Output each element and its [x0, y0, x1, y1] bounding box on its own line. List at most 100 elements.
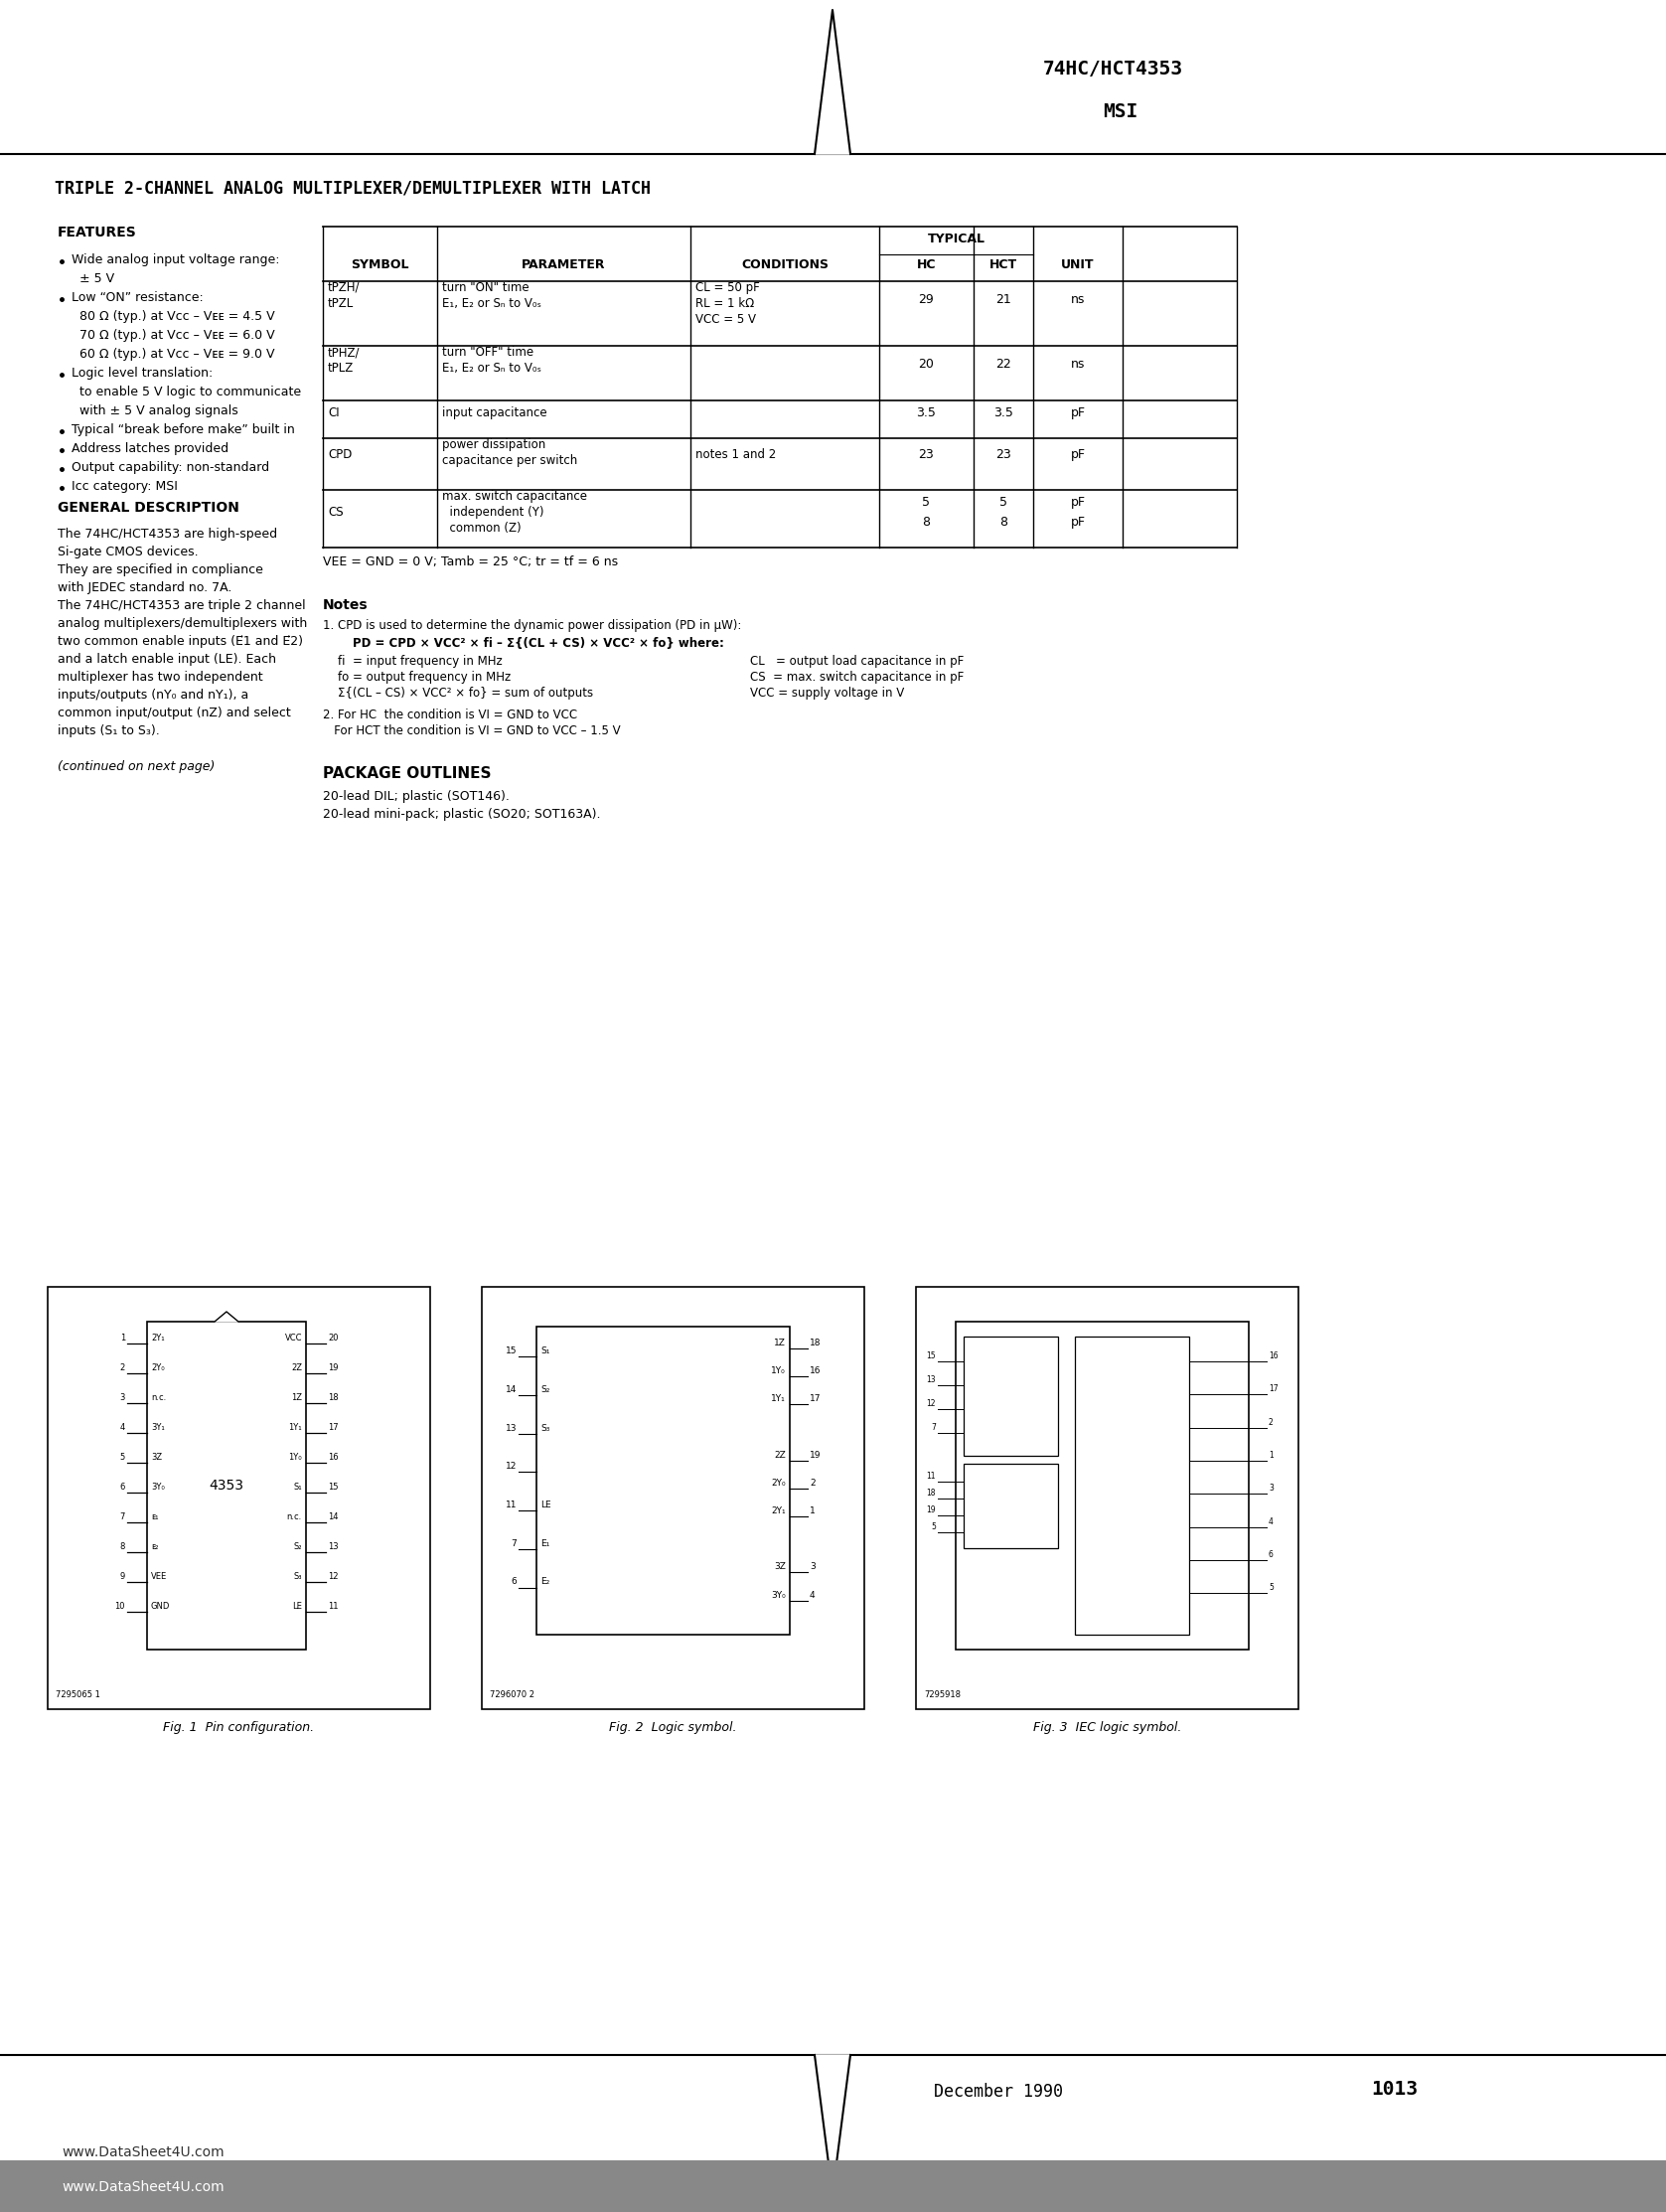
Text: 15: 15 [926, 1352, 936, 1360]
Text: 3: 3 [120, 1394, 125, 1402]
Text: 15: 15 [328, 1482, 338, 1491]
Text: with JEDEC standard no. 7A.: with JEDEC standard no. 7A. [58, 582, 232, 595]
Text: CL = 50 pF: CL = 50 pF [695, 281, 760, 294]
Text: 1Y₁: 1Y₁ [288, 1422, 302, 1431]
Text: common (Z): common (Z) [441, 522, 521, 535]
Text: 11: 11 [328, 1601, 338, 1610]
Text: www.DataSheet4U.com: www.DataSheet4U.com [62, 2181, 225, 2194]
Text: independent (Y): independent (Y) [441, 507, 543, 520]
Text: 8: 8 [1000, 515, 1008, 529]
Text: S₂: S₂ [540, 1385, 550, 1394]
Text: 3.5: 3.5 [993, 407, 1013, 420]
Text: 5: 5 [931, 1522, 936, 1531]
Text: 20-lead DIL; plastic (SOT146).: 20-lead DIL; plastic (SOT146). [323, 790, 510, 803]
Bar [1075, 1336, 1190, 1635]
Bar [916, 1287, 1298, 1710]
Text: 1. CPD is used to determine the dynamic power dissipation (PD in μW):: 1. CPD is used to determine the dynamic … [323, 619, 741, 633]
Text: n.c.: n.c. [287, 1513, 302, 1522]
Text: 2Y₀: 2Y₀ [152, 1363, 165, 1371]
Text: 1: 1 [1268, 1451, 1273, 1460]
Text: Σ{(CL – CS) × VCC² × fo} = sum of outputs: Σ{(CL – CS) × VCC² × fo} = sum of output… [338, 686, 593, 699]
Text: 1Y₀: 1Y₀ [288, 1453, 302, 1462]
Text: 19: 19 [926, 1506, 936, 1515]
Text: E₂: E₂ [540, 1577, 550, 1586]
Text: MUX: MUX [1121, 1340, 1143, 1352]
Text: VCC: VCC [285, 1334, 302, 1343]
Text: Logic level translation:: Logic level translation: [72, 367, 213, 380]
Text: They are specified in compliance: They are specified in compliance [58, 564, 263, 577]
Text: 8: 8 [923, 515, 930, 529]
Bar [963, 1336, 1058, 1455]
Text: The 74HC/HCT4353 are triple 2 channel: The 74HC/HCT4353 are triple 2 channel [58, 599, 305, 613]
Text: 11: 11 [926, 1471, 936, 1480]
Text: RL = 1 kΩ: RL = 1 kΩ [695, 296, 755, 310]
Text: 13: 13 [328, 1542, 338, 1551]
Text: 2Z: 2Z [292, 1363, 302, 1371]
Text: 1Y₁: 1Y₁ [771, 1394, 786, 1402]
Text: 2: 2 [810, 1478, 815, 1486]
Text: PACKAGE OUTLINES: PACKAGE OUTLINES [323, 765, 491, 781]
Text: VEE: VEE [152, 1573, 167, 1582]
Text: multiplexer has two independent: multiplexer has two independent [58, 670, 263, 684]
Text: 6: 6 [1268, 1551, 1273, 1559]
Text: 16: 16 [328, 1453, 338, 1462]
Text: Fig. 2  Logic symbol.: Fig. 2 Logic symbol. [610, 1721, 736, 1734]
Text: (continued on next page): (continued on next page) [58, 761, 215, 774]
Text: 2Y₁: 2Y₁ [771, 1506, 786, 1515]
Text: 1: 1 [810, 1506, 815, 1515]
Text: 20-lead mini-pack; plastic (SO20; SOT163A).: 20-lead mini-pack; plastic (SO20; SOT163… [323, 807, 600, 821]
Text: two common enable inputs (E⃗1 and E⃗2): two common enable inputs (E⃗1 and E⃗2) [58, 635, 303, 648]
Text: Si-gate CMOS devices.: Si-gate CMOS devices. [58, 546, 198, 557]
Text: HCT: HCT [990, 259, 1018, 272]
Text: E₁, E₂ or Sₙ to V₀ₛ: E₁, E₂ or Sₙ to V₀ₛ [441, 296, 541, 310]
Text: December 1990: December 1990 [935, 2084, 1063, 2101]
Text: CONDITIONS: CONDITIONS [741, 259, 828, 272]
Text: VEE = GND = 0 V; Tamb = 25 °C; tr = tf = 6 ns: VEE = GND = 0 V; Tamb = 25 °C; tr = tf =… [323, 555, 618, 568]
Text: Wide analog input voltage range:: Wide analog input voltage range: [72, 254, 280, 265]
Text: capacitance per switch: capacitance per switch [441, 453, 578, 467]
Text: Fig. 1  Pin configuration.: Fig. 1 Pin configuration. [163, 1721, 315, 1734]
Text: 74HC/HCT4353: 74HC/HCT4353 [1043, 60, 1183, 77]
Text: 20: 20 [918, 358, 935, 372]
Text: 18: 18 [926, 1489, 936, 1498]
Text: 16: 16 [1268, 1352, 1278, 1360]
Text: ns: ns [1071, 294, 1085, 305]
Text: ᴇ₂: ᴇ₂ [152, 1542, 158, 1551]
Text: S₁: S₁ [540, 1347, 550, 1356]
Text: fo = output frequency in MHz: fo = output frequency in MHz [338, 670, 511, 684]
Text: analog multiplexers/demultiplexers with: analog multiplexers/demultiplexers with [58, 617, 307, 630]
Text: 80 Ω (typ.) at Vᴄᴄ – Vᴇᴇ = 4.5 V: 80 Ω (typ.) at Vᴄᴄ – Vᴇᴇ = 4.5 V [72, 310, 275, 323]
Text: LE: LE [540, 1500, 551, 1509]
Text: 1Y₀: 1Y₀ [771, 1367, 786, 1376]
Text: 19: 19 [328, 1363, 338, 1371]
Text: 4: 4 [810, 1590, 815, 1599]
Text: 3Z: 3Z [775, 1562, 786, 1571]
Text: 4: 4 [120, 1422, 125, 1431]
Text: TYPICAL: TYPICAL [928, 232, 985, 246]
Text: 3: 3 [810, 1562, 815, 1571]
Text: tPZH/: tPZH/ [328, 281, 360, 294]
Text: PD = CPD × VCC² × fi – Σ{(CL + CS) × VCC² × fo} where:: PD = CPD × VCC² × fi – Σ{(CL + CS) × VCC… [353, 637, 725, 650]
Text: inputs (S₁ to S₃).: inputs (S₁ to S₃). [58, 723, 160, 737]
Text: tPHZ/: tPHZ/ [328, 345, 360, 358]
Text: tPZL: tPZL [328, 296, 353, 310]
Text: and a latch enable input (LE). Each: and a latch enable input (LE). Each [58, 653, 277, 666]
Text: CI: CI [328, 407, 340, 420]
Text: Iᴄᴄ category: MSI: Iᴄᴄ category: MSI [72, 480, 178, 493]
Text: 22: 22 [996, 358, 1011, 372]
Text: G1: G1 [1005, 1340, 1018, 1352]
Text: common input/output (nZ) and select: common input/output (nZ) and select [58, 706, 292, 719]
Text: ± 5 V: ± 5 V [72, 272, 115, 285]
Text: fi  = input frequency in MHz: fi = input frequency in MHz [338, 655, 503, 668]
Bar [48, 1287, 430, 1710]
Text: CPD: CPD [328, 449, 352, 460]
Text: 17: 17 [328, 1422, 338, 1431]
Text: 1Z: 1Z [292, 1394, 302, 1402]
Text: MSI: MSI [1103, 102, 1138, 122]
Text: max. switch capacitance: max. switch capacitance [441, 489, 586, 502]
Text: 2: 2 [1268, 1418, 1273, 1427]
Text: 13: 13 [505, 1425, 516, 1433]
Bar [0, 2161, 1666, 2212]
Text: 6: 6 [511, 1577, 516, 1586]
Text: 19: 19 [810, 1451, 821, 1460]
